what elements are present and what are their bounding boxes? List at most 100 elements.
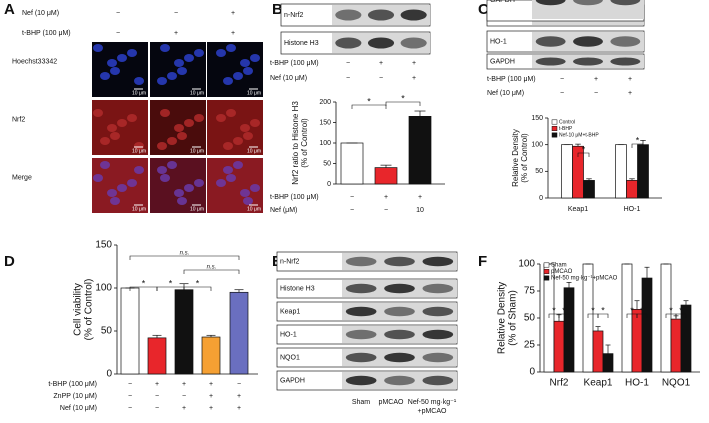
error-bar bbox=[683, 300, 689, 306]
significance-bracket bbox=[183, 269, 240, 274]
band bbox=[573, 57, 603, 66]
blot-label: Keap1 bbox=[280, 308, 300, 315]
treatment-label: Nef (10 μM) bbox=[60, 405, 97, 412]
nucleus bbox=[223, 166, 233, 174]
band bbox=[610, 0, 641, 6]
nucleus bbox=[223, 77, 233, 85]
treatment-sign: + bbox=[418, 194, 422, 201]
treatment-sign: + bbox=[209, 405, 213, 412]
band bbox=[422, 375, 454, 386]
treatment-label: Nef (10 μM) bbox=[487, 90, 524, 97]
significance-label: * bbox=[669, 305, 673, 315]
nucleus bbox=[93, 44, 103, 52]
bar bbox=[592, 330, 604, 373]
nucleus bbox=[157, 77, 167, 85]
nucleus bbox=[167, 72, 177, 80]
blot-label: GAPDH bbox=[490, 58, 515, 65]
band bbox=[367, 9, 395, 21]
nucleus bbox=[240, 189, 250, 197]
significance-label: * bbox=[582, 144, 586, 154]
nucleus bbox=[226, 109, 236, 117]
treatment-sign: − bbox=[346, 75, 350, 82]
nucleus bbox=[177, 197, 187, 205]
nucleus bbox=[110, 67, 120, 75]
y-axis-label: Relative Density bbox=[497, 282, 508, 354]
y-tick-label: 25 bbox=[524, 340, 536, 351]
y-tick-label: 75 bbox=[524, 286, 536, 297]
significance-label: * bbox=[562, 305, 566, 315]
x-tick-label: HO-1 bbox=[624, 206, 641, 213]
treatment-label: ZnPP (10 μM) bbox=[53, 393, 97, 400]
nucleus bbox=[100, 137, 110, 145]
error-bar bbox=[380, 164, 392, 168]
y-axis-label: Nrf2 ratio to Histone H3 bbox=[291, 101, 300, 185]
scale-bar-label: 10 μm bbox=[247, 206, 261, 212]
nucleus bbox=[233, 161, 243, 169]
significance-label: * bbox=[591, 305, 595, 315]
treatment-label: t-BHP (100 μM) bbox=[22, 30, 71, 37]
band bbox=[384, 352, 415, 363]
panel-label: A bbox=[4, 1, 15, 18]
blot-label: Histone H3 bbox=[284, 40, 319, 47]
column-label: Sham bbox=[352, 399, 370, 406]
nucleus bbox=[250, 54, 260, 62]
significance-label: n.s. bbox=[180, 251, 190, 257]
nucleus bbox=[223, 142, 233, 150]
legend-label: Nef-50 mg·kg⁻¹+pMCAO bbox=[551, 276, 618, 282]
error-bar bbox=[595, 326, 601, 331]
y-tick-label: 100 bbox=[319, 140, 331, 147]
treatment-label: t-BHP (100 μM) bbox=[270, 194, 319, 201]
panel-label: F bbox=[478, 253, 487, 270]
scale-bar-label: 10 μm bbox=[132, 206, 146, 212]
treatment-label: t-BHP (100 μM) bbox=[487, 76, 536, 83]
treatment-sign: + bbox=[412, 75, 416, 82]
significance-bracket bbox=[597, 313, 609, 318]
band bbox=[422, 329, 454, 340]
y-tick-label: 200 bbox=[319, 99, 331, 106]
significance-label: * bbox=[679, 305, 683, 315]
treatment-sign: + bbox=[594, 76, 598, 83]
scale-bar-label: 10 μm bbox=[190, 148, 204, 154]
bar bbox=[147, 337, 167, 375]
y-axis-label: Relative Density bbox=[511, 129, 520, 187]
nucleus bbox=[127, 179, 137, 187]
band bbox=[384, 329, 415, 340]
band bbox=[610, 36, 641, 47]
y-tick-label: 150 bbox=[531, 115, 543, 122]
y-axis-label: (% of Sham) bbox=[508, 290, 519, 346]
error-bar bbox=[566, 282, 572, 288]
bar bbox=[561, 144, 573, 199]
treatment-sign: − bbox=[594, 90, 598, 97]
error-bar bbox=[206, 334, 216, 338]
nucleus bbox=[177, 67, 187, 75]
treatment-sign: + bbox=[628, 90, 632, 97]
x-tick-label: HO-1 bbox=[625, 378, 649, 389]
y-axis-label: (% of Control) bbox=[300, 118, 309, 168]
nucleus bbox=[160, 44, 170, 52]
blot-label: GAPDH bbox=[280, 377, 305, 384]
error-bar bbox=[586, 178, 592, 181]
band bbox=[345, 352, 377, 363]
bar bbox=[553, 320, 565, 373]
nucleus bbox=[226, 174, 236, 182]
blot bbox=[532, 0, 644, 19]
band bbox=[345, 256, 377, 267]
bar bbox=[670, 318, 682, 373]
band bbox=[345, 306, 377, 317]
treatment-sign: − bbox=[237, 381, 241, 388]
legend-label: pMCAO bbox=[551, 269, 573, 275]
y-axis-label: (% of Control) bbox=[84, 279, 95, 341]
blot-label: n-Nrf2 bbox=[280, 258, 300, 265]
micrograph bbox=[207, 100, 263, 155]
bar bbox=[174, 289, 194, 375]
nucleus bbox=[184, 54, 194, 62]
treatment-sign: + bbox=[182, 381, 186, 388]
legend-swatch bbox=[543, 275, 550, 281]
treatment-sign: + bbox=[237, 393, 241, 400]
treatment-label: Nef (μM) bbox=[270, 207, 297, 214]
band bbox=[335, 37, 362, 49]
band bbox=[422, 283, 454, 294]
micrograph bbox=[207, 42, 263, 97]
treatment-sign: − bbox=[155, 393, 159, 400]
significance-label: * bbox=[552, 305, 556, 315]
